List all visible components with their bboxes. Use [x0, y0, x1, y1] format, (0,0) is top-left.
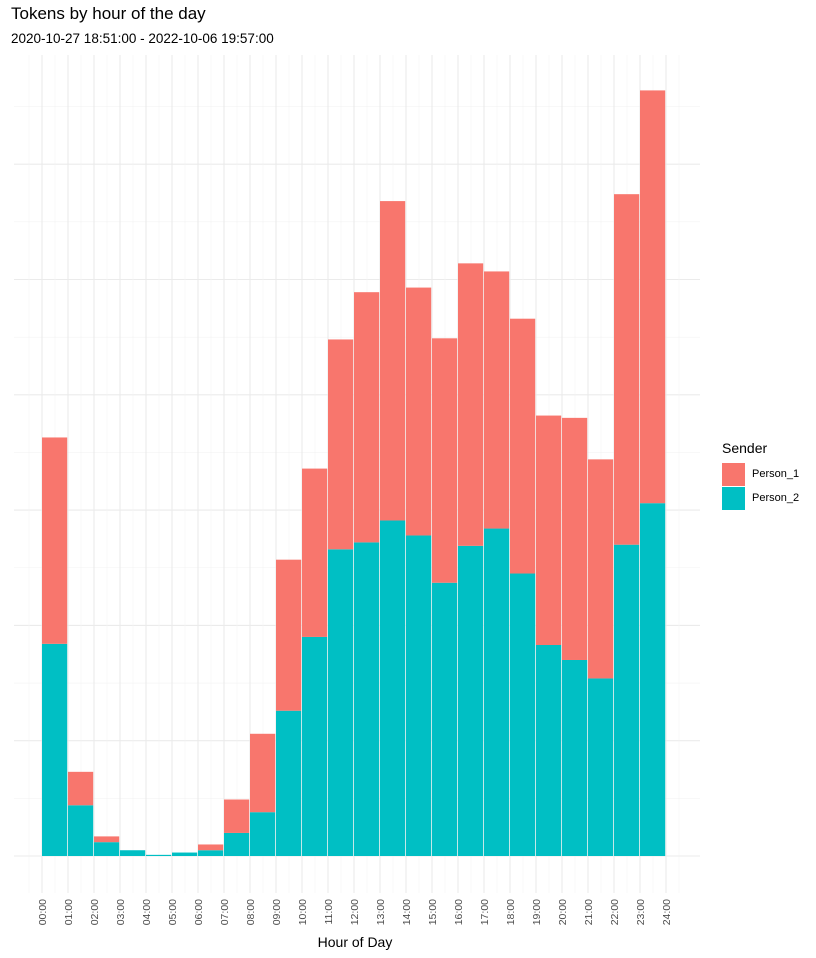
bar-person-2-0200: [94, 842, 120, 856]
bar-person-2-0600: [198, 850, 224, 856]
x-tick-label: 10:00: [297, 899, 309, 925]
x-tick-label: 19:00: [531, 899, 543, 925]
x-axis-label: Hour of Day: [318, 934, 393, 950]
bar-person-2-1400: [406, 535, 432, 856]
bar-person-1-0000: [42, 437, 68, 644]
legend-key-person-2: [722, 486, 745, 510]
x-tick-label: 20:00: [557, 899, 569, 925]
bar-person-2-2200: [614, 544, 640, 856]
x-tick-label: 24:00: [661, 899, 673, 925]
bar-person-2-1300: [380, 520, 406, 856]
bar-person-1-1900: [536, 415, 562, 646]
x-tick-label: 14:00: [401, 899, 413, 925]
x-tick-label: 11:00: [323, 899, 335, 925]
bar-person-1-2100: [588, 459, 614, 679]
legend-title: Sender: [722, 440, 768, 456]
bar-person-2-1700: [484, 528, 510, 856]
x-tick-label: 13:00: [375, 899, 387, 925]
bar-person-1-2200: [614, 194, 640, 545]
x-tick-labels: 00:00 01:00 02:00 03:00 04:00 05:00 06:00 07:00…: [37, 899, 673, 925]
bar-person-2-1100: [328, 549, 354, 856]
bars: [42, 90, 666, 856]
bar-person-2-0300: [120, 850, 146, 856]
x-tick-label: 03:00: [115, 899, 127, 925]
x-tick-label: 18:00: [505, 899, 517, 925]
bar-person-1-0600: [198, 844, 224, 851]
bar-person-2-1500: [432, 582, 458, 856]
bar-person-1-1400: [406, 287, 432, 536]
bar-person-2-2100: [588, 678, 614, 856]
bar-person-1-1200: [354, 292, 380, 543]
x-tick-label: 04:00: [141, 899, 153, 925]
bar-person-2-0900: [276, 710, 302, 856]
legend: Sender Person_1 Person_2: [722, 440, 799, 510]
bar-person-2-0500: [172, 852, 198, 856]
chart-title: Tokens by hour of the day: [11, 4, 206, 23]
legend-item-person-2: Person_2: [722, 486, 799, 510]
legend-label-person-2: Person_2: [752, 492, 800, 504]
bar-person-1-1000: [302, 468, 328, 637]
bar-person-1-1800: [510, 318, 536, 574]
x-tick-label: 15:00: [427, 899, 439, 925]
bar-person-2-0400: [146, 854, 172, 856]
bar-person-1-1100: [328, 339, 354, 550]
bar-person-1-2300: [640, 90, 666, 504]
bar-person-2-0800: [250, 812, 276, 856]
bar-person-2-1600: [458, 545, 484, 856]
legend-label-person-1: Person_1: [752, 468, 800, 480]
x-tick-label: 09:00: [271, 899, 283, 925]
chart-subtitle: 2020-10-27 18:51:00 - 2022-10-06 19:57:0…: [11, 31, 274, 46]
x-tick-label: 16:00: [453, 899, 465, 925]
x-tick-label: 01:00: [63, 899, 75, 925]
x-tick-label: 23:00: [635, 899, 647, 925]
bar-person-1-1500: [432, 338, 458, 583]
bar-person-1-1700: [484, 271, 510, 529]
bar-person-1-0100: [68, 771, 94, 806]
x-tick-label: 12:00: [349, 899, 361, 925]
x-tick-label: 17:00: [479, 899, 491, 925]
x-tick-label: 08:00: [245, 899, 257, 925]
bar-person-2-2000: [562, 659, 588, 856]
bar-person-2-0000: [42, 643, 68, 856]
bar-person-2-1800: [510, 573, 536, 856]
bar-person-1-0200: [94, 836, 120, 843]
x-tick-label: 07:00: [219, 899, 231, 925]
bar-person-1-1600: [458, 263, 484, 546]
x-tick-label: 02:00: [89, 899, 101, 925]
bar-person-2-1200: [354, 542, 380, 856]
x-tick-label: 22:00: [609, 899, 621, 925]
x-tick-label: 06:00: [193, 899, 205, 925]
bar-person-1-0900: [276, 559, 302, 711]
bar-person-2-1000: [302, 636, 328, 856]
bar-person-1-1300: [380, 201, 406, 521]
bar-person-2-0700: [224, 832, 250, 856]
bar-person-2-2300: [640, 503, 666, 856]
bar-person-2-1900: [536, 645, 562, 856]
x-tick-label: 21:00: [583, 899, 595, 925]
bar-person-1-0700: [224, 799, 250, 833]
bar-person-1-2000: [562, 417, 588, 660]
bar-person-2-0100: [68, 805, 94, 856]
x-tick-label: 00:00: [37, 899, 49, 925]
bar-person-1-0800: [250, 733, 276, 813]
x-tick-label: 05:00: [167, 899, 179, 925]
legend-item-person-1: Person_1: [722, 462, 799, 486]
legend-key-person-1: [722, 462, 745, 486]
